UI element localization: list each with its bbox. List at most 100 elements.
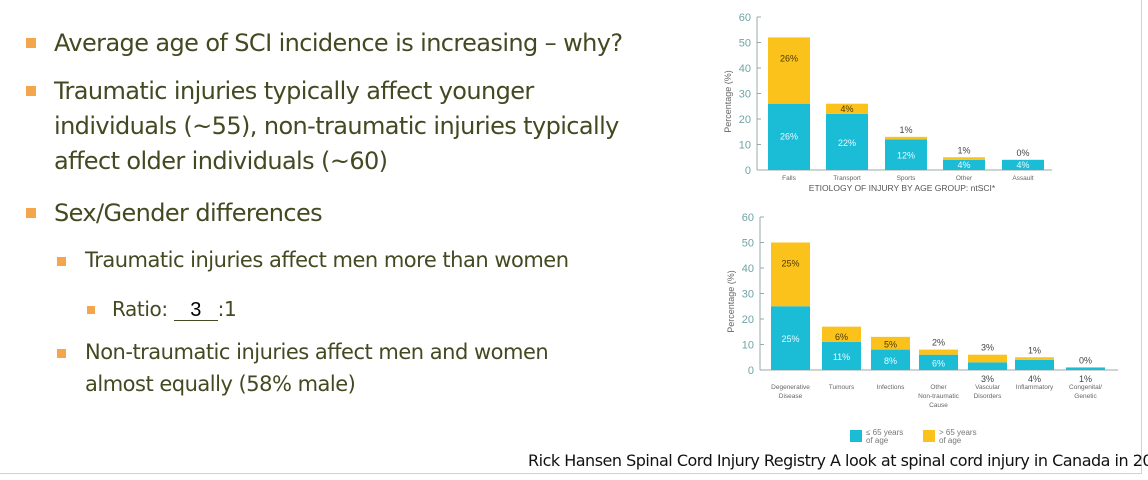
data-label-le65: 3% xyxy=(981,374,994,384)
bar-le65 xyxy=(822,341,861,370)
data-label-gt65: 1% xyxy=(957,145,970,155)
legend-label: of age xyxy=(939,436,962,445)
data-label-le65: 1% xyxy=(1079,374,1092,384)
data-label-le65: 6% xyxy=(932,358,945,368)
bar-gt65 xyxy=(768,37,810,104)
bullet-text: Traumatic injuries affect men more than … xyxy=(85,248,569,272)
y-tick-label: 20 xyxy=(742,314,754,326)
bullet-icon xyxy=(57,257,66,266)
category-label: Falls xyxy=(782,175,796,182)
data-label-le65: 11% xyxy=(833,352,850,362)
ratio-line: Ratio: 3:1 xyxy=(112,297,237,321)
category-label: Congenital/ xyxy=(1069,384,1102,391)
y-tick-label: 40 xyxy=(742,263,754,275)
slide-border-bottom xyxy=(0,473,1142,474)
bullet-text: almost equally (58% male) xyxy=(85,372,356,396)
data-label-le65: 22% xyxy=(838,138,856,148)
bullet-icon xyxy=(26,208,36,218)
bar-le65 xyxy=(1066,367,1105,370)
data-label-gt65: 0% xyxy=(1016,148,1029,158)
data-label-gt65: 4% xyxy=(840,104,853,114)
y-tick-label: 0 xyxy=(745,165,751,177)
legend-label: ≤ 65 years xyxy=(866,428,903,437)
bar-le65 xyxy=(943,159,985,170)
bar-gt65 xyxy=(826,103,868,114)
category-label: Genetic xyxy=(1074,393,1097,400)
bullet-text: Sex/Gender differences xyxy=(54,199,323,227)
bar-gt65 xyxy=(968,354,1007,363)
bar-gt65 xyxy=(871,336,910,350)
ratio-answer: 3 xyxy=(173,300,218,321)
bar-gt65 xyxy=(771,242,810,307)
data-label-gt65: 26% xyxy=(780,53,798,63)
slide-border-right xyxy=(1141,0,1142,474)
data-label-le65: 12% xyxy=(897,151,915,161)
data-label-le65: 4% xyxy=(1028,374,1041,384)
category-label: Other xyxy=(956,175,973,182)
category-label: Disease xyxy=(779,393,803,400)
y-tick-label: 20 xyxy=(739,114,751,126)
category-label: Vascular xyxy=(975,384,1001,391)
ratio-suffix: :1 xyxy=(217,297,237,321)
bullet-text: Average age of SCI incidence is increasi… xyxy=(54,29,623,57)
bullet-icon xyxy=(26,38,36,48)
legend-swatch xyxy=(850,430,862,442)
category-label: Sports xyxy=(897,175,917,182)
data-label-gt65: 6% xyxy=(835,332,848,342)
data-label-le65: 8% xyxy=(884,356,897,366)
category-label: Assault xyxy=(1012,175,1034,182)
data-label-gt65: 0% xyxy=(1079,355,1092,365)
legend-swatch xyxy=(923,430,935,442)
data-label-gt65: 2% xyxy=(932,338,945,348)
bar-gt65 xyxy=(919,349,958,355)
category-label: Tumours xyxy=(829,384,855,391)
data-label-gt65: 5% xyxy=(884,340,897,350)
bar-le65 xyxy=(871,349,910,370)
ratio-label: Ratio: xyxy=(112,297,168,321)
y-tick-label: 60 xyxy=(739,12,751,24)
category-label: Degenerative xyxy=(771,384,810,391)
bullet-text: Traumatic injuries typically affect youn… xyxy=(54,77,534,105)
bar-gt65 xyxy=(1015,357,1054,360)
bar-le65 xyxy=(768,103,810,170)
y-tick-label: 40 xyxy=(739,63,751,75)
bar-le65 xyxy=(919,354,958,370)
bar-le65 xyxy=(1015,359,1054,370)
data-label-gt65: 25% xyxy=(781,259,799,269)
data-label-le65: 4% xyxy=(957,160,970,170)
legend-label: of age xyxy=(866,436,889,445)
y-tick-label: 50 xyxy=(739,38,751,50)
y-tick-label: 10 xyxy=(739,140,751,152)
bullet-icon xyxy=(26,86,36,96)
bar-le65 xyxy=(771,306,810,370)
category-label: Infections xyxy=(877,384,906,391)
chart-title: ETIOLOGY OF INJURY BY AGE GROUP: ntSCI* xyxy=(809,183,996,193)
bar-le65 xyxy=(826,113,868,170)
y-tick-label: 0 xyxy=(748,365,754,377)
category-label: Disorders xyxy=(974,393,1003,400)
y-axis-label: Percentage (%) xyxy=(726,270,736,333)
category-label: Transport xyxy=(833,175,861,182)
bar-le65 xyxy=(1002,159,1044,170)
bar-gt65 xyxy=(822,326,861,342)
data-label-gt65: 1% xyxy=(1028,345,1041,355)
data-label-gt65: 1% xyxy=(899,125,912,135)
bullet-text: Non-traumatic injuries affect men and wo… xyxy=(85,340,549,364)
data-label-le65: 26% xyxy=(780,132,798,142)
bar-le65 xyxy=(968,362,1007,370)
bar-gt65 xyxy=(885,136,927,140)
category-label: Inflammatory xyxy=(1016,384,1054,391)
y-tick-label: 30 xyxy=(742,289,754,301)
y-tick-label: 10 xyxy=(742,340,754,352)
data-label-gt65: 3% xyxy=(981,343,994,353)
bullet-icon xyxy=(57,349,66,358)
bullet-text: affect older individuals (~60) xyxy=(54,147,388,175)
data-label-le65: 25% xyxy=(781,334,799,344)
bar-gt65 xyxy=(943,157,985,160)
y-axis-label: Percentage (%) xyxy=(723,70,733,133)
source-citation: Rick Hansen Spinal Cord Injury Registry … xyxy=(528,451,1148,470)
y-tick-label: 60 xyxy=(742,212,754,224)
category-label: Other xyxy=(930,384,947,391)
data-label-le65: 4% xyxy=(1016,160,1029,170)
